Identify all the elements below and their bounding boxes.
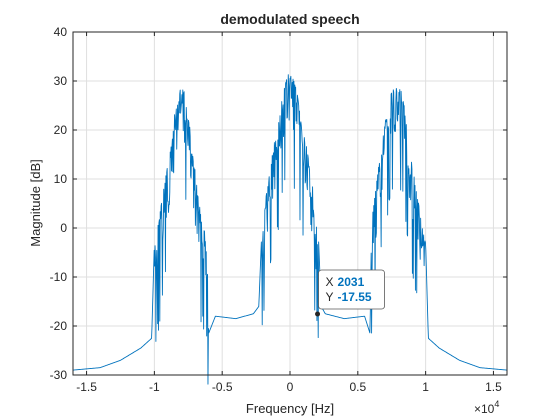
datatip-x-row: X 2031 xyxy=(326,275,365,289)
x-tick-label: -1.5 xyxy=(76,380,97,394)
y-tick-label: 30 xyxy=(54,74,68,88)
y-tick-label: 10 xyxy=(54,172,68,186)
x-tick-label: 1 xyxy=(422,380,429,394)
x-tick-label: 1.5 xyxy=(485,380,502,394)
datatip-y-row: Y -17.55 xyxy=(326,290,372,304)
y-tick-label: -10 xyxy=(50,270,68,284)
x-tick-label: 0.5 xyxy=(349,380,366,394)
x-tick-label: -0.5 xyxy=(212,380,233,394)
x-tick-label: -1 xyxy=(149,380,160,394)
x-exponent-base: ×10 xyxy=(474,402,495,416)
chart-title: demodulated speech xyxy=(220,11,359,27)
datatip-marker[interactable] xyxy=(315,311,320,316)
datatip-x-value: 2031 xyxy=(338,275,365,289)
y-tick-label: -30 xyxy=(50,368,68,382)
y-tick-label: 0 xyxy=(60,221,67,235)
x-exponent-power: 4 xyxy=(494,399,499,409)
y-tick-label: -20 xyxy=(50,319,68,333)
y-tick-label: 20 xyxy=(54,123,68,137)
datatip-y-label: Y xyxy=(326,290,334,304)
y-tick-label: 40 xyxy=(54,25,68,39)
y-axis-label: Magnitude [dB] xyxy=(28,159,43,246)
datatip-x-label: X xyxy=(326,275,334,289)
x-axis-label: Frequency [Hz] xyxy=(246,401,334,416)
x-tick-label: 0 xyxy=(287,380,294,394)
datatip-y-value: -17.55 xyxy=(338,290,372,304)
